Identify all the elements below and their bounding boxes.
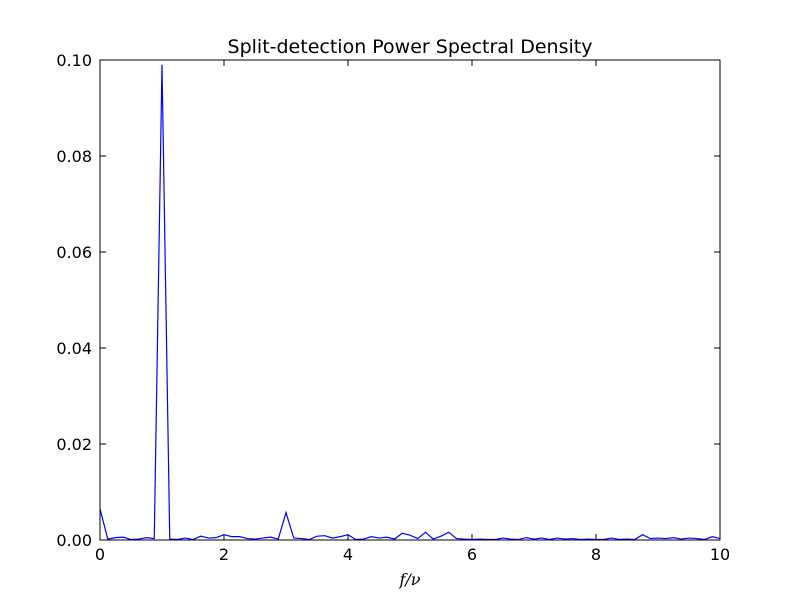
y-tick-label: 0.02 (56, 435, 92, 454)
x-tick-label: 4 (343, 545, 353, 564)
x-tick-label: 6 (467, 545, 477, 564)
x-tick-label: 10 (710, 545, 730, 564)
plot-frame (99, 59, 721, 541)
y-tick-label: 0.00 (56, 531, 92, 550)
data-line (99, 64, 721, 541)
y-tick-label: 0.06 (56, 243, 92, 262)
x-tick-label: 0 (95, 545, 105, 564)
x-axis-label: f/ν (398, 570, 420, 589)
y-tick-label: 0.10 (56, 51, 92, 70)
chart-title: Split-detection Power Spectral Density (228, 36, 593, 58)
y-tick-label: 0.08 (56, 147, 92, 166)
x-tick-label: 8 (591, 545, 601, 564)
x-tick-label: 2 (219, 545, 229, 564)
y-tick-label: 0.04 (56, 339, 92, 358)
